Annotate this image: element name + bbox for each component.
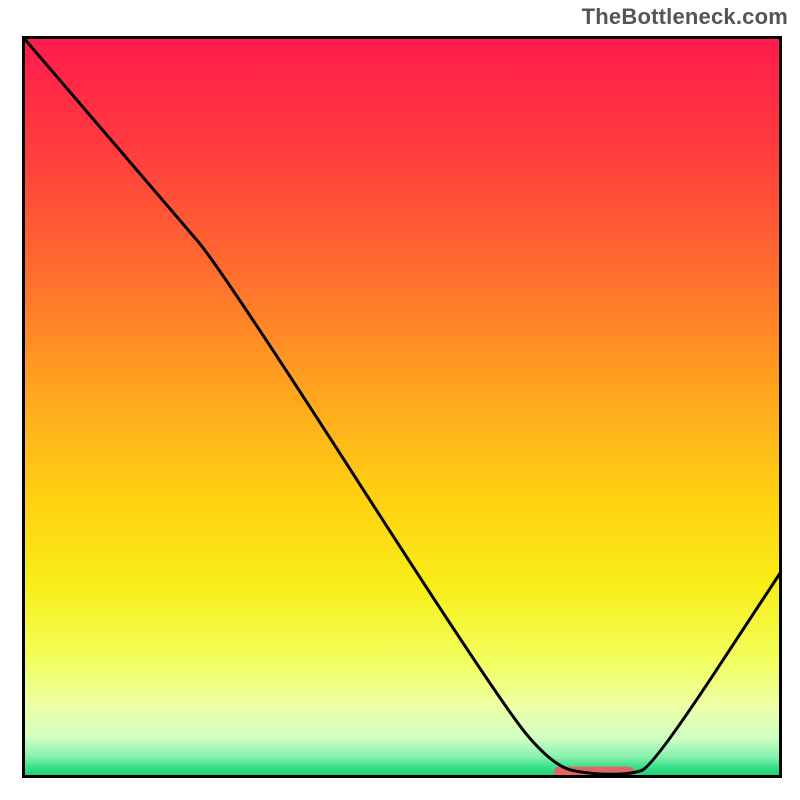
chart-container: TheBottleneck.com	[0, 0, 800, 800]
plot-area	[22, 36, 782, 778]
plot-border	[22, 36, 782, 778]
watermark-text: TheBottleneck.com	[582, 4, 788, 30]
